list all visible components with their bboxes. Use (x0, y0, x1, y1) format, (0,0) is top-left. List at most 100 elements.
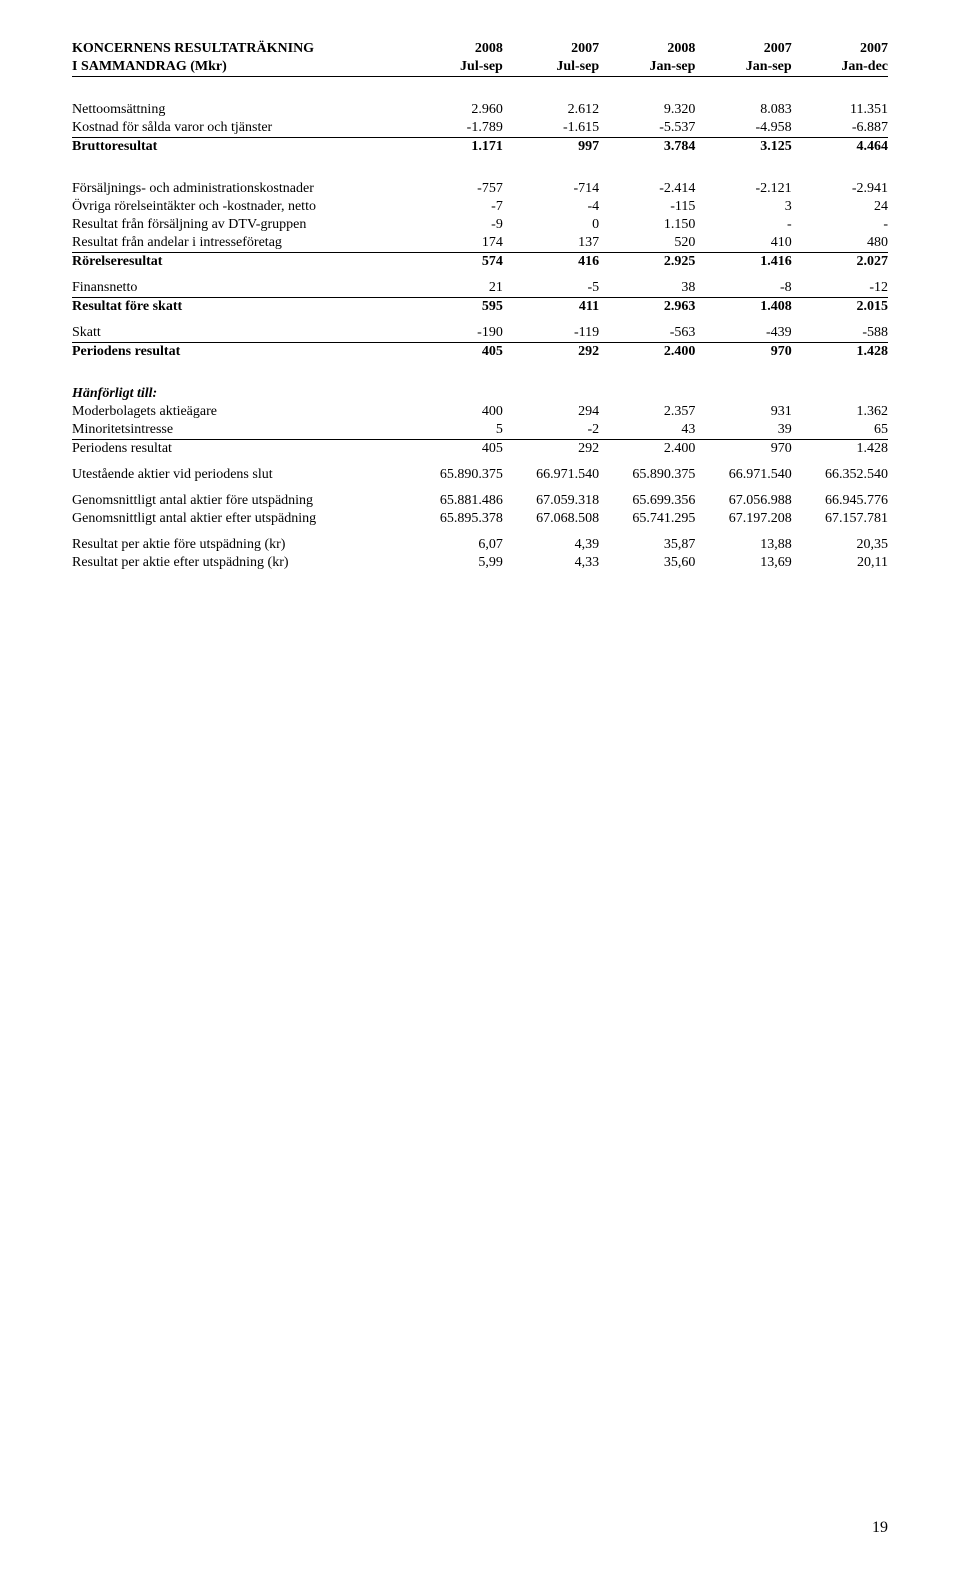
row-label: Periodens resultat (72, 343, 407, 362)
cell: 65.699.356 (599, 492, 695, 510)
cell: 67.197.208 (695, 510, 791, 528)
cell: 20,35 (792, 536, 888, 554)
cell: 292 (503, 440, 599, 459)
cell: 39 (695, 421, 791, 440)
cell: 1.150 (599, 216, 695, 234)
cell: 65.890.375 (407, 466, 503, 484)
col-head-top: 2008 (407, 40, 503, 58)
cell: 43 (599, 421, 695, 440)
cell: -563 (599, 324, 695, 343)
cell: 67.157.781 (792, 510, 888, 528)
cell: -714 (503, 180, 599, 198)
cell: -2.121 (695, 180, 791, 198)
cell: - (695, 216, 791, 234)
cell: 4,33 (503, 554, 599, 572)
cell: 2.612 (503, 101, 599, 119)
cell: 1.428 (792, 440, 888, 459)
col-head-top: 2008 (599, 40, 695, 58)
cell: 24 (792, 198, 888, 216)
cell: 931 (695, 403, 791, 421)
cell: 66.945.776 (792, 492, 888, 510)
cell: 174 (407, 234, 503, 253)
row-label: Resultat från försäljning av DTV-gruppen (72, 216, 407, 234)
col-head-bot: Jul-sep (407, 58, 503, 77)
cell: -119 (503, 324, 599, 343)
row-label: Kostnad för sålda varor och tjänster (72, 119, 407, 138)
cell: 65.881.486 (407, 492, 503, 510)
row-label: Genomsnittligt antal aktier före utspädn… (72, 492, 407, 510)
cell: 405 (407, 440, 503, 459)
row-label: Resultat per aktie före utspädning (kr) (72, 536, 407, 554)
cell: -439 (695, 324, 791, 343)
row-label: Försäljnings- och administrationskostnad… (72, 180, 407, 198)
col-head-bot: Jan-sep (695, 58, 791, 77)
row-label: Moderbolagets aktieägare (72, 403, 407, 421)
subheading: Hänförligt till: (72, 385, 888, 403)
cell: 294 (503, 403, 599, 421)
row-label: Resultat från andelar i intresseföretag (72, 234, 407, 253)
title-line2: I SAMMANDRAG (Mkr) (72, 58, 407, 77)
cell: 3.784 (599, 138, 695, 157)
cell: 3 (695, 198, 791, 216)
cell: 4,39 (503, 536, 599, 554)
cell: -8 (695, 279, 791, 298)
cell: 67.056.988 (695, 492, 791, 510)
cell: 3.125 (695, 138, 791, 157)
cell: 5 (407, 421, 503, 440)
row-label: Resultat per aktie efter utspädning (kr) (72, 554, 407, 572)
cell: -2.414 (599, 180, 695, 198)
cell: 35,87 (599, 536, 695, 554)
row-label: Resultat före skatt (72, 298, 407, 317)
cell: -757 (407, 180, 503, 198)
cell: 0 (503, 216, 599, 234)
row-label: Finansnetto (72, 279, 407, 298)
row-label: Rörelseresultat (72, 253, 407, 272)
cell: 292 (503, 343, 599, 362)
cell: 997 (503, 138, 599, 157)
cell: 595 (407, 298, 503, 317)
cell: 4.464 (792, 138, 888, 157)
cell: 2.960 (407, 101, 503, 119)
row-label: Övriga rörelseintäkter och -kostnader, n… (72, 198, 407, 216)
cell: 66.971.540 (503, 466, 599, 484)
cell: -2 (503, 421, 599, 440)
cell: 411 (503, 298, 599, 317)
cell: 137 (503, 234, 599, 253)
cell: 67.059.318 (503, 492, 599, 510)
cell: -4 (503, 198, 599, 216)
income-statement-table: KONCERNENS RESULTATRÄKNING 2008 2007 200… (72, 40, 888, 572)
cell: -115 (599, 198, 695, 216)
cell: 2.357 (599, 403, 695, 421)
cell: 2.963 (599, 298, 695, 317)
row-label: Periodens resultat (72, 440, 407, 459)
col-head-bot: Jan-dec (792, 58, 888, 77)
cell: 416 (503, 253, 599, 272)
cell: 2.027 (792, 253, 888, 272)
cell: -1.789 (407, 119, 503, 138)
col-head-top: 2007 (792, 40, 888, 58)
cell: 35,60 (599, 554, 695, 572)
cell: 2.400 (599, 343, 695, 362)
cell: 1.416 (695, 253, 791, 272)
cell: 13,69 (695, 554, 791, 572)
row-label: Bruttoresultat (72, 138, 407, 157)
cell: 480 (792, 234, 888, 253)
cell: 66.352.540 (792, 466, 888, 484)
cell: -9 (407, 216, 503, 234)
cell: -6.887 (792, 119, 888, 138)
cell: 1.362 (792, 403, 888, 421)
cell: - (792, 216, 888, 234)
row-label: Genomsnittligt antal aktier efter utspäd… (72, 510, 407, 528)
cell: -5 (503, 279, 599, 298)
cell: 5,99 (407, 554, 503, 572)
row-label: Skatt (72, 324, 407, 343)
col-head-bot: Jan-sep (599, 58, 695, 77)
cell: 6,07 (407, 536, 503, 554)
cell: -12 (792, 279, 888, 298)
cell: 970 (695, 440, 791, 459)
cell: 400 (407, 403, 503, 421)
cell: 405 (407, 343, 503, 362)
page-number: 19 (872, 1519, 888, 1537)
cell: 574 (407, 253, 503, 272)
cell: -7 (407, 198, 503, 216)
